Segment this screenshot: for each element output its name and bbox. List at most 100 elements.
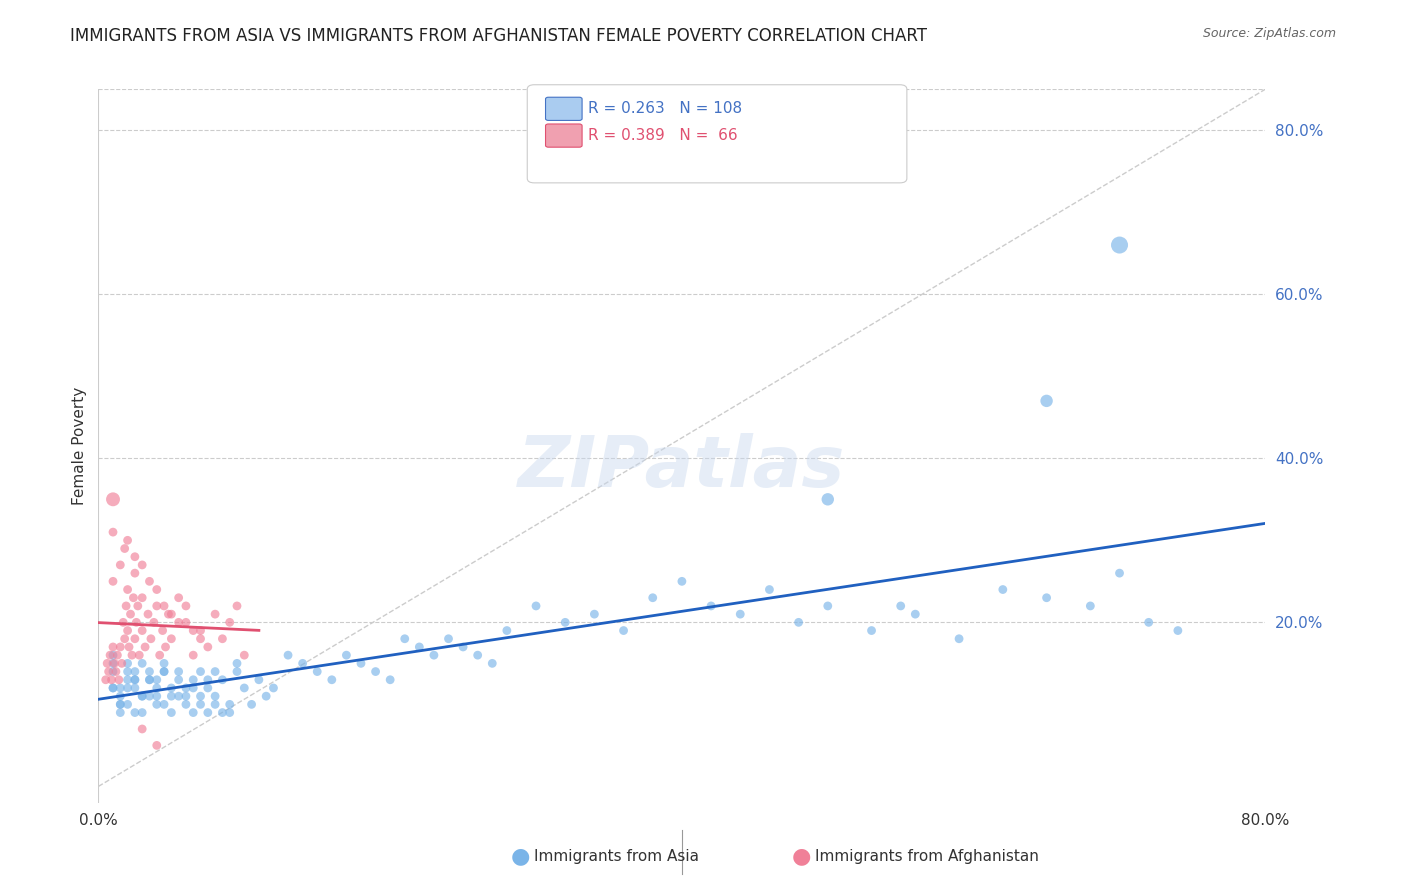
Point (98, 648, 121, 662)
Point (860, 624, 883, 638)
Point (174, 689, 197, 703)
Point (174, 698, 197, 712)
Point (524, 599, 547, 613)
Point (174, 599, 197, 613)
Point (671, 574, 693, 589)
Point (101, 657, 124, 671)
Point (100, 673, 122, 687)
Point (101, 574, 124, 589)
Point (728, 607, 751, 622)
Point (110, 706, 132, 720)
Point (160, 681, 183, 695)
Point (378, 673, 402, 687)
Point (197, 681, 219, 695)
Point (131, 689, 153, 703)
Point (226, 665, 249, 679)
Point (262, 681, 284, 695)
Point (110, 681, 132, 695)
Point (211, 632, 233, 646)
Point (110, 640, 132, 654)
Point (211, 673, 233, 687)
Point (700, 599, 723, 613)
Point (204, 607, 226, 622)
Point (101, 525, 124, 540)
Point (125, 615, 148, 630)
Text: Immigrants from Asia: Immigrants from Asia (534, 849, 699, 863)
Point (112, 615, 135, 630)
Point (481, 657, 503, 671)
Point (146, 689, 169, 703)
Point (127, 599, 149, 613)
Point (114, 541, 136, 556)
Point (181, 648, 204, 662)
Point (117, 582, 139, 597)
Text: ●: ● (792, 847, 811, 866)
Point (787, 615, 810, 630)
Point (335, 648, 357, 662)
Point (1167, 624, 1189, 638)
Point (321, 673, 343, 687)
Text: ●: ● (510, 847, 530, 866)
Point (101, 665, 124, 679)
Point (160, 607, 183, 622)
Point (153, 698, 176, 712)
Point (117, 657, 139, 671)
Point (1080, 599, 1102, 613)
Point (105, 648, 128, 662)
Point (155, 640, 177, 654)
Point (103, 657, 125, 671)
Point (218, 615, 240, 630)
Point (190, 698, 212, 712)
Point (131, 689, 153, 703)
Point (1108, 566, 1130, 581)
Point (991, 582, 1014, 597)
Point (157, 607, 180, 622)
Point (467, 648, 489, 662)
Point (174, 681, 197, 695)
Point (124, 665, 146, 679)
Point (181, 681, 204, 695)
Point (117, 533, 139, 548)
Point (218, 706, 240, 720)
Point (108, 673, 131, 687)
Point (146, 673, 169, 687)
Point (96, 657, 118, 671)
Point (124, 673, 146, 687)
Point (167, 591, 190, 605)
Point (817, 599, 839, 613)
Point (124, 681, 146, 695)
Point (110, 689, 132, 703)
Point (181, 673, 204, 687)
Point (110, 698, 132, 712)
Point (218, 698, 240, 712)
Point (240, 698, 263, 712)
Point (554, 615, 576, 630)
Point (1137, 615, 1160, 630)
Point (350, 657, 373, 671)
Point (254, 689, 277, 703)
Point (233, 648, 256, 662)
Point (118, 640, 141, 654)
Point (121, 648, 143, 662)
Point (890, 599, 912, 613)
Point (104, 665, 127, 679)
Point (128, 648, 150, 662)
Point (146, 582, 169, 597)
Point (146, 681, 169, 695)
Point (153, 657, 176, 671)
Point (146, 599, 169, 613)
Point (124, 673, 146, 687)
Point (190, 689, 212, 703)
Y-axis label: Female Poverty: Female Poverty (72, 387, 87, 505)
Point (423, 648, 446, 662)
Point (101, 681, 124, 695)
Point (758, 582, 780, 597)
Point (181, 624, 204, 638)
Point (111, 657, 134, 671)
Point (364, 665, 387, 679)
Point (226, 599, 249, 613)
Point (138, 665, 160, 679)
Point (291, 657, 314, 671)
Point (190, 624, 212, 638)
Point (97, 665, 120, 679)
